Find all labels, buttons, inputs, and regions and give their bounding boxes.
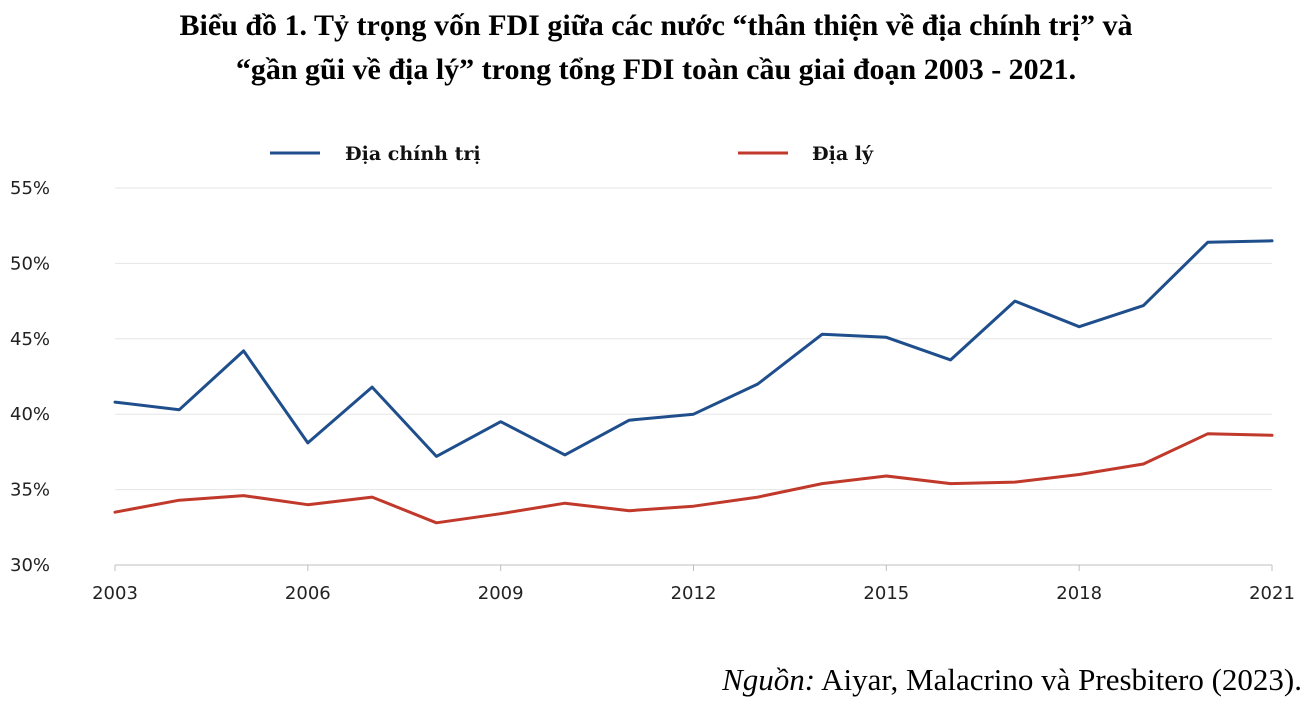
x-tick-label: 2018 [1056, 583, 1102, 604]
series-lines [113, 239, 1274, 525]
x-tick-label: 2012 [671, 583, 717, 604]
y-tick-label: 55% [10, 178, 50, 199]
legend: Địa chính trị Địa lý [270, 143, 874, 165]
series-line-dia-chinh-tri [113, 239, 1274, 458]
x-tick-label: 2015 [863, 583, 909, 604]
series-line-dia-ly [113, 432, 1274, 525]
x-tick-label: 2009 [478, 583, 524, 604]
y-tick-label: 35% [10, 480, 50, 501]
y-tick-label: 45% [10, 329, 50, 350]
x-tick-label: 2003 [92, 583, 138, 604]
chart-title-line-1: Biểu đồ 1. Tỷ trọng vốn FDI giữa các nướ… [179, 9, 1133, 42]
source-note: Nguồn: Aiyar, Malacrino và Presbitero (2… [722, 662, 1302, 698]
chart-title-line-2: “gần gũi về địa lý” trong tổng FDI toàn … [235, 53, 1077, 86]
source-label: Nguồn: [722, 662, 816, 697]
x-tick-label: 2006 [285, 583, 331, 604]
legend-label: Địa lý [812, 143, 874, 165]
y-tick-label: 40% [10, 404, 50, 425]
line-chart: 30%35%40%45%50%55% 2003 2006 2009 2012 2015 2… [10, 143, 1295, 604]
gridlines [114, 187, 1273, 571]
y-axis-tick-labels: 30% 35% 40% 45% 50% 55% [10, 178, 50, 576]
x-tick-label: 2021 [1249, 583, 1295, 604]
source-text: Aiyar, Malacrino và Presbitero (2023). [815, 662, 1302, 697]
x-axis-tick-labels: 2003 2006 2009 2012 2015 2018 2021 [92, 583, 1295, 604]
y-tick-label: 30% [10, 555, 50, 576]
y-tick-label: 50% [10, 253, 50, 274]
legend-label: Địa chính trị [345, 143, 481, 165]
chart-title: Biểu đồ 1. Tỷ trọng vốn FDI giữa các nướ… [0, 4, 1312, 92]
